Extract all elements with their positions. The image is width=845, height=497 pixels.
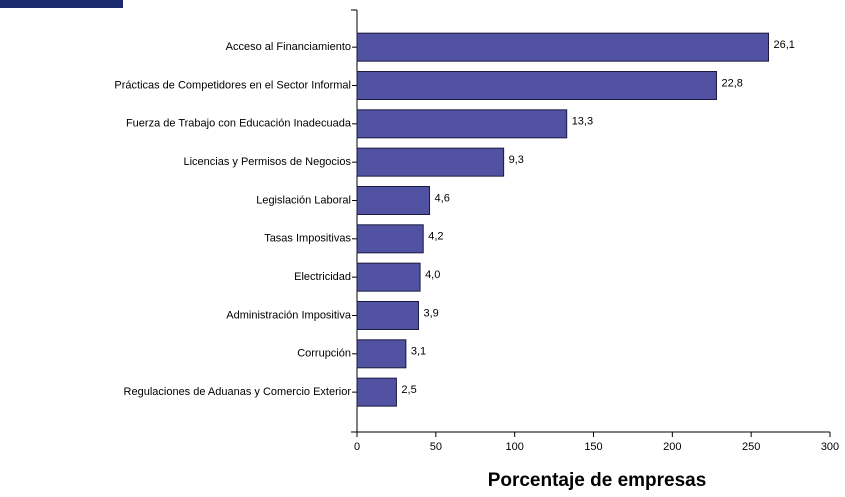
x-tick-label: 100: [505, 441, 523, 453]
y-tick-label: Corrupción: [297, 348, 351, 360]
bar: [356, 32, 770, 62]
x-axis-label: Porcentaje de empresas: [488, 470, 707, 491]
bar: [356, 377, 397, 407]
value-label: 4,0: [425, 269, 440, 281]
value-label: 22,8: [721, 77, 742, 89]
x-tick-label: 50: [430, 441, 442, 453]
y-tick-label: Tasas Impositivas: [264, 233, 351, 245]
y-tick-label: Acceso al Financiamiento: [226, 41, 351, 53]
x-tick-label: 0: [354, 441, 360, 453]
value-label: 13,3: [572, 116, 593, 128]
bar: [356, 109, 568, 139]
x-tick-label: 150: [584, 441, 602, 453]
value-label: 26,1: [774, 39, 795, 51]
value-label: 4,6: [435, 192, 450, 204]
y-tick-label: Prácticas de Competidores en el Sector I…: [114, 79, 351, 91]
bar: [356, 300, 419, 330]
bar: [356, 224, 424, 254]
bar: [356, 185, 431, 215]
y-tick-label: Regulaciones de Aduanas y Comercio Exter…: [124, 386, 352, 398]
y-tick-label: Electricidad: [294, 271, 351, 283]
y-tick-label: Fuerza de Trabajo con Educación Inadecua…: [126, 118, 352, 130]
value-label: 9,3: [509, 154, 524, 166]
bar: [356, 339, 407, 369]
bar: [356, 262, 421, 292]
x-tick-label: 200: [663, 441, 681, 453]
bar: [356, 70, 717, 100]
value-label: 3,1: [411, 346, 426, 358]
y-tick-label: Legislación Laboral: [256, 194, 351, 206]
value-label: 2,5: [401, 384, 416, 396]
x-tick-label: 250: [742, 441, 760, 453]
y-tick-label: Licencias y Permisos de Negocios: [183, 156, 351, 168]
value-label: 3,9: [423, 307, 438, 319]
header-bar: [0, 0, 123, 8]
bar: [356, 147, 505, 177]
value-label: 4,2: [428, 231, 443, 243]
y-tick-label: Administración Impositiva: [226, 309, 352, 321]
x-tick-label: 300: [821, 441, 839, 453]
